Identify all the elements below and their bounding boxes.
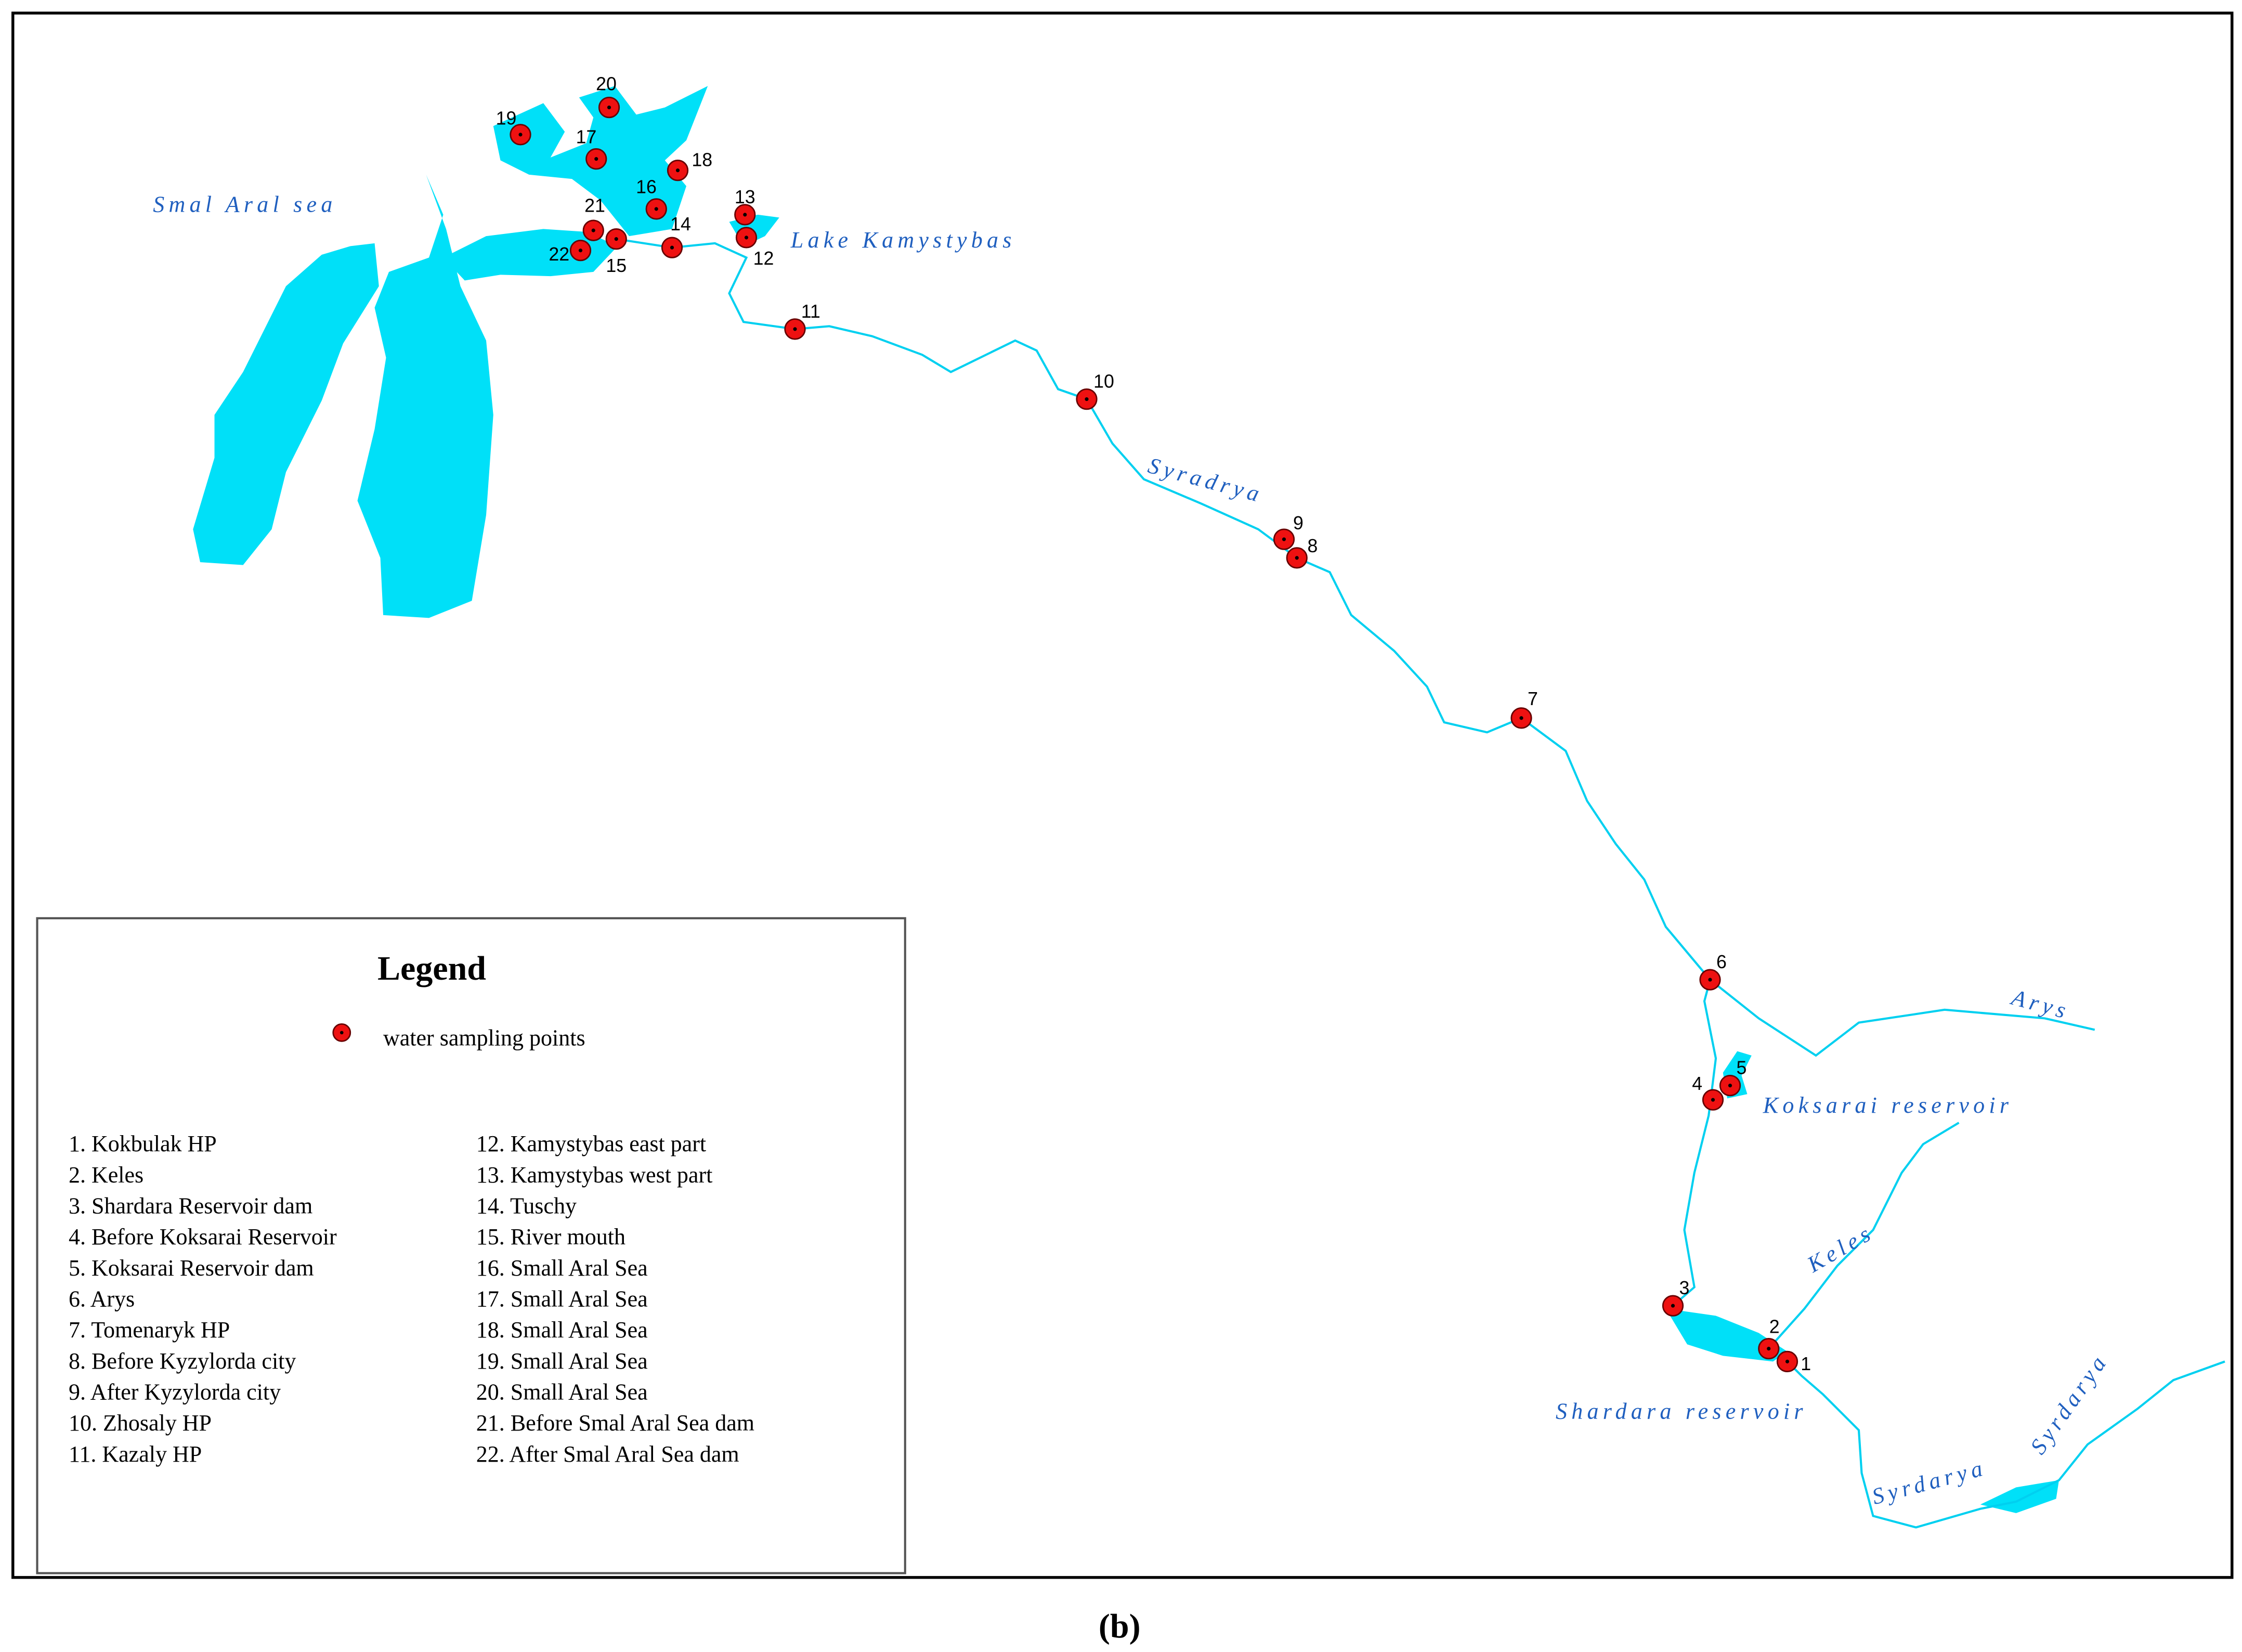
legend-entry: 21. Before Smal Aral Sea dam: [476, 1410, 754, 1436]
sampling-point-center: [1785, 1359, 1790, 1363]
point-label: 8: [1308, 536, 1318, 556]
legend-entry: 2. Keles: [69, 1162, 144, 1188]
point-label: 18: [692, 149, 712, 170]
sampling-point-center: [1671, 1304, 1675, 1308]
legend-entry: 1. Kokbulak HP: [69, 1131, 217, 1156]
legend-entry: 4. Before Koksarai Reservoir: [69, 1224, 337, 1250]
river: [1787, 1360, 2225, 1529]
point-label: 9: [1293, 513, 1304, 534]
map-frame: [11, 11, 2234, 1579]
legend-entry: 8. Before Kyzylorda city: [69, 1348, 296, 1374]
sampling-point-center: [1728, 1084, 1732, 1088]
sampling-point-center: [670, 245, 674, 250]
point-label: 11: [801, 301, 820, 322]
legend-entry: 17. Small Aral Sea: [476, 1286, 648, 1312]
caption: (b): [1099, 1607, 1141, 1645]
map-label: Koksarai reservoir: [1763, 1092, 2013, 1118]
point-label: 1: [1801, 1354, 1811, 1374]
point-label: 16: [636, 177, 657, 198]
sampling-point-center: [578, 249, 583, 253]
sampling-point-center: [675, 168, 680, 173]
map-label: Syrdarya: [2025, 1348, 2114, 1459]
legend-entry: 7. Tomenaryk HP: [69, 1317, 230, 1343]
map-label: Shardara reservoir: [1556, 1398, 1807, 1424]
reservoir: [1665, 1308, 1788, 1362]
map-label: Lake Kamystybas: [790, 227, 1016, 253]
legend-entry: 16. Small Aral Sea: [476, 1255, 648, 1281]
legend-entry: 18. Small Aral Sea: [476, 1317, 648, 1343]
point-label: 13: [735, 187, 755, 207]
legend-box: [36, 917, 906, 1575]
point-label: 14: [670, 214, 691, 235]
point-label: 12: [753, 248, 774, 269]
map-label: Syradrya: [1145, 452, 1266, 508]
legend-entry: 14. Tuschy: [476, 1193, 577, 1218]
river: [1768, 1122, 1960, 1349]
lake: [357, 174, 493, 618]
legend-symbol-dot: [340, 1031, 344, 1035]
river: [616, 238, 1717, 1307]
sampling-point-center: [1295, 556, 1299, 560]
sampling-point-center: [1708, 978, 1712, 982]
legend-entry: 19. Small Aral Sea: [476, 1348, 648, 1374]
sampling-point-center: [793, 327, 797, 331]
point-label: 17: [576, 126, 597, 147]
point-label: 22: [549, 244, 569, 265]
point-label: 5: [1737, 1058, 1747, 1078]
sampling-point-center: [1711, 1098, 1715, 1102]
point-label: 7: [1528, 688, 1538, 709]
legend-entry: 5. Koksarai Reservoir dam: [69, 1255, 314, 1281]
point-label: 10: [1093, 371, 1114, 392]
sampling-point-center: [744, 236, 749, 240]
point-label: 6: [1716, 952, 1727, 972]
map-label: Keles: [1803, 1219, 1879, 1278]
legend-entry: 11. Kazaly HP: [69, 1441, 202, 1467]
legend-entry: 9. After Kyzylorda city: [69, 1380, 281, 1405]
legend-entry: 13. Kamystybas west part: [476, 1162, 713, 1188]
sampling-point-center: [607, 106, 611, 110]
legend-entry: 12. Kamystybas east part: [476, 1131, 706, 1156]
point-label: 19: [496, 108, 517, 129]
lake: [193, 243, 379, 565]
legend-entry: 15. River mouth: [476, 1224, 625, 1250]
sampling-point-center: [1282, 537, 1286, 541]
sampling-point-center: [1767, 1347, 1771, 1351]
point-label: 21: [584, 195, 605, 216]
point-label: 20: [596, 74, 617, 95]
legend-entry: 22. After Smal Aral Sea dam: [476, 1441, 739, 1467]
sampling-point-center: [1085, 397, 1089, 401]
sampling-point-center: [594, 157, 598, 161]
sampling-point-center: [743, 213, 747, 217]
legend-symbol-label: water sampling points: [383, 1025, 585, 1051]
legend-entry: 6. Arys: [69, 1286, 135, 1312]
point-label: 3: [1679, 1278, 1690, 1298]
legend-entry: 10. Zhosaly HP: [69, 1410, 212, 1436]
river: [1709, 979, 2095, 1057]
map-label: Smal Aral sea: [153, 191, 336, 217]
sampling-point-center: [614, 237, 618, 241]
map-label: Syrdarya: [1869, 1454, 1989, 1510]
legend-entries: 1. Kokbulak HP 2. Keles 3. Shardara Reserv…: [69, 1131, 754, 1467]
legend-entry: 3. Shardara Reservoir dam: [69, 1193, 312, 1218]
rivers: [616, 238, 2225, 1529]
sampling-point-center: [654, 207, 658, 211]
point-label: 2: [1769, 1316, 1780, 1337]
sampling-point-center: [518, 133, 523, 137]
water-bodies: [193, 86, 2059, 1513]
legend-title: Legend: [377, 949, 486, 987]
point-label: 4: [1692, 1073, 1702, 1094]
point-label: 15: [606, 255, 627, 276]
sampling-point-center: [1519, 716, 1523, 720]
legend-entry: 20. Small Aral Sea: [476, 1380, 648, 1405]
sampling-point-center: [591, 228, 595, 232]
